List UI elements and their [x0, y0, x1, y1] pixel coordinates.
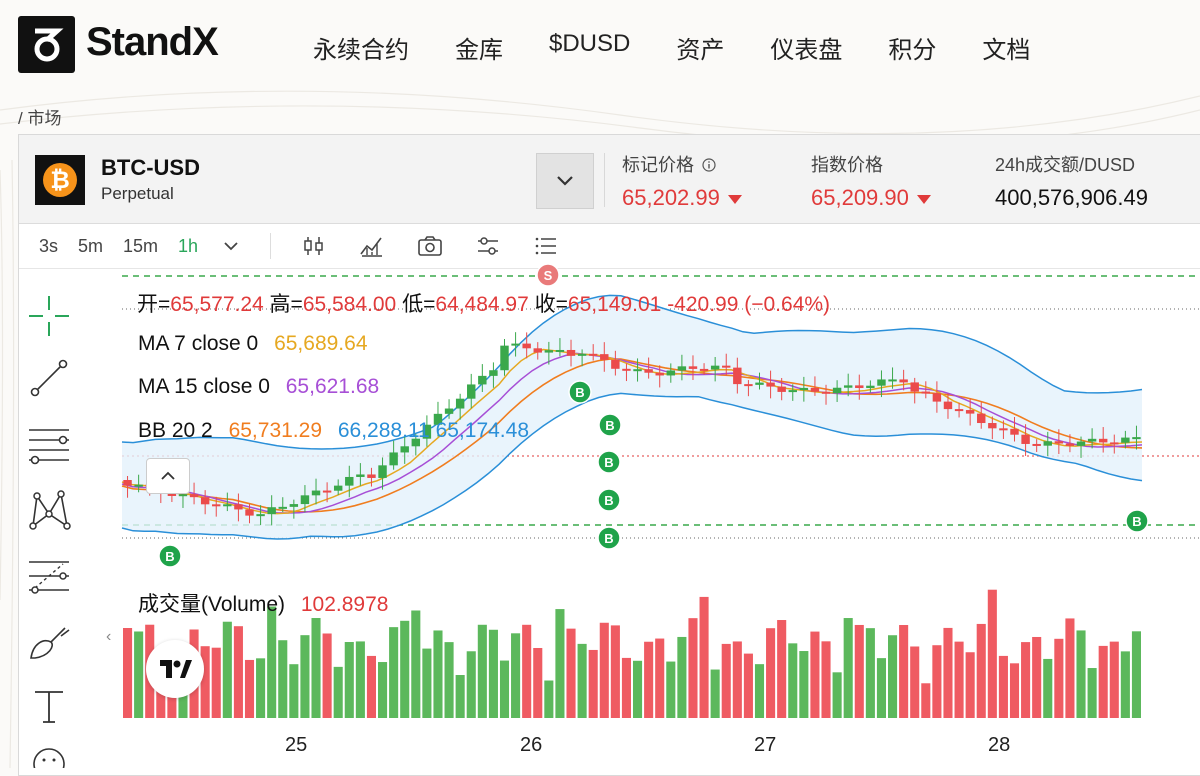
- mark-price-value: 65,202.99: [622, 185, 720, 210]
- bb-label: BB 20 2: [138, 419, 213, 442]
- camera-icon: [418, 236, 442, 256]
- market-header: ₿ BTC-USD Perpetual 标记价格 65,202.99 指数价格 …: [19, 135, 1200, 224]
- brand-logo-mark[interactable]: [18, 16, 75, 73]
- nav-points[interactable]: 积分: [888, 37, 937, 64]
- collapse-legend-button[interactable]: [146, 458, 190, 494]
- nav-perpetual[interactable]: 永续合约: [313, 37, 409, 64]
- open-label: 开=: [137, 293, 171, 316]
- timeframe-3s[interactable]: 3s: [39, 235, 59, 256]
- down-triangle-icon: [727, 194, 742, 204]
- x-axis-label: 25: [285, 734, 308, 756]
- close-value: 65,149.01: [567, 293, 662, 316]
- mark-price-stat: 标记价格 65,202.99: [622, 151, 742, 211]
- object-tree-button[interactable]: [531, 231, 561, 261]
- bb-mid-value: 65,731.29: [228, 419, 323, 442]
- ohlc-legend: 开=65,577.24 高=65,584.00 低=64,484.97 收=65…: [137, 288, 830, 318]
- ma7-label: MA 7 close 0: [138, 332, 259, 355]
- nav-assets[interactable]: 资产: [676, 37, 725, 64]
- index-price-stat: 指数价格 65,209.90: [811, 151, 931, 211]
- chart-settings-button[interactable]: [473, 231, 503, 261]
- high-value: 65,584.00: [302, 293, 397, 316]
- high-label: 高=: [269, 293, 303, 316]
- emoji-icon: [33, 748, 65, 768]
- indicators-icon: [360, 237, 383, 257]
- btc-coin-icon: ₿: [35, 155, 85, 205]
- change-value: -420.99 (−0.64%): [667, 293, 831, 316]
- collapse-toolbar-icon[interactable]: ‹: [106, 628, 112, 645]
- chevron-down-icon: [557, 176, 573, 186]
- volume-24h-stat: 24h成交额/DUSD 400,576,906.49: [995, 151, 1148, 211]
- volume-24h-value: 400,576,906.49: [995, 185, 1148, 210]
- toolbar-divider: [270, 233, 272, 259]
- crosshair-icon: [29, 296, 69, 336]
- ma15-legend[interactable]: MA 15 close 0 65,621.68: [138, 375, 379, 399]
- tradingview-logo[interactable]: [146, 640, 204, 698]
- divider: [604, 153, 605, 207]
- trend-line-tool[interactable]: [18, 352, 80, 404]
- down-triangle-icon: [916, 194, 931, 204]
- screenshot-button[interactable]: [415, 231, 445, 261]
- chevron-up-icon: [161, 471, 175, 480]
- crosshair-tool[interactable]: [18, 290, 80, 342]
- volume-24h-label: 24h成交额/DUSD: [995, 155, 1136, 175]
- ma15-label: MA 15 close 0: [138, 375, 270, 398]
- x-axis-label: 27: [754, 734, 777, 756]
- index-price-label: 指数价格: [811, 155, 883, 175]
- chevron-down-icon: [224, 242, 238, 251]
- trend-line-icon: [30, 359, 68, 397]
- brand-logo-icon: [34, 28, 64, 61]
- low-label: 低=: [402, 293, 436, 316]
- nav-dashboard[interactable]: 仪表盘: [770, 37, 843, 64]
- brush-tool[interactable]: [18, 616, 80, 668]
- chart-toolbar: 3s 5m 15m 1h: [19, 224, 1200, 269]
- info-icon[interactable]: [702, 158, 716, 172]
- ma7-value: 65,689.64: [274, 332, 368, 355]
- fib-icon: [29, 429, 69, 465]
- mark-price-label: 标记价格: [622, 155, 694, 175]
- nav-vault[interactable]: 金库: [455, 37, 503, 64]
- timeframe-dropdown-button[interactable]: [216, 231, 246, 261]
- emoji-tool[interactable]: [18, 740, 80, 768]
- text-icon: [35, 691, 63, 723]
- volume-label: 成交量(Volume): [138, 593, 286, 616]
- low-value: 64,484.97: [435, 293, 529, 316]
- breadcrumb[interactable]: / 市场: [18, 109, 62, 128]
- list-icon: [535, 237, 557, 255]
- pattern-icon: [29, 490, 71, 530]
- close-label: 收=: [534, 293, 568, 316]
- bb-legend[interactable]: BB 20 2 65,731.29 66,288.11 65,174.48: [138, 419, 529, 443]
- market-symbol: BTC-USD: [101, 155, 200, 180]
- nav-dusd[interactable]: $DUSD: [549, 30, 631, 57]
- x-axis-label: 26: [520, 734, 543, 756]
- candles-button[interactable]: [299, 231, 329, 261]
- text-tool[interactable]: [18, 680, 80, 732]
- projection-icon: [29, 561, 69, 594]
- market-selector-button[interactable]: [536, 153, 594, 209]
- index-price-value: 65,209.90: [811, 185, 909, 210]
- settings-icon: [478, 237, 499, 255]
- brush-icon: [30, 627, 70, 659]
- fib-tool[interactable]: [18, 418, 80, 470]
- volume-value: 102.8978: [300, 593, 389, 616]
- timeframe-5m[interactable]: 5m: [78, 235, 104, 256]
- candles-icon: [304, 237, 323, 255]
- ma15-value: 65,621.68: [285, 375, 380, 398]
- brand-name[interactable]: StandX: [86, 20, 219, 64]
- tradingview-logo-icon: [160, 660, 192, 678]
- market-type: Perpetual: [101, 184, 174, 203]
- bb-lower-value: 65,174.48: [435, 419, 530, 442]
- main-nav: 永续合约 金库 $DUSD 资产 仪表盘 积分 文档: [313, 30, 1076, 65]
- timeframe-1h[interactable]: 1h: [178, 235, 199, 256]
- bb-upper-value: 66,288.11: [337, 419, 430, 442]
- volume-legend[interactable]: 成交量(Volume) 102.8978: [138, 588, 388, 618]
- projection-tool[interactable]: [18, 550, 80, 602]
- nav-docs[interactable]: 文档: [982, 37, 1031, 64]
- open-value: 65,577.24: [170, 293, 264, 316]
- ma7-legend[interactable]: MA 7 close 0 65,689.64: [138, 332, 368, 356]
- pattern-tool[interactable]: [18, 484, 80, 536]
- x-axis-label: 28: [988, 734, 1011, 756]
- timeframe-15m[interactable]: 15m: [123, 235, 159, 256]
- indicators-button[interactable]: [357, 231, 387, 261]
